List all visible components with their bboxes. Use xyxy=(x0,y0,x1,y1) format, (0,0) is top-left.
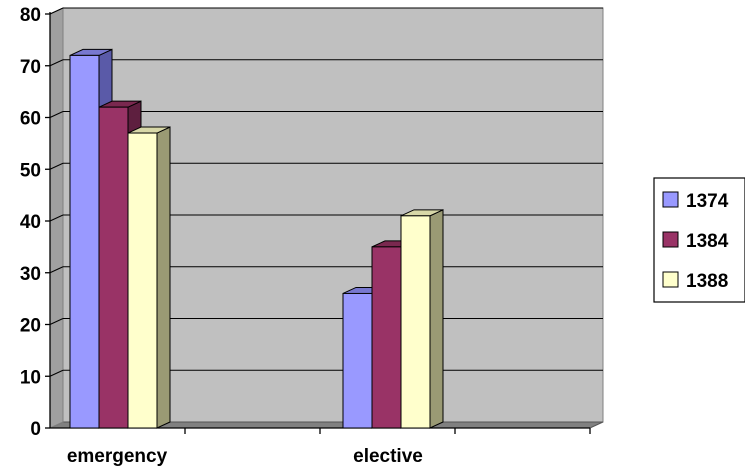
y-tick-label: 80 xyxy=(20,5,41,26)
legend: 1374 1384 1388 xyxy=(653,177,745,303)
bar-1388-elective xyxy=(400,209,444,429)
gridline-depth xyxy=(49,59,64,67)
y-tick-label: 10 xyxy=(20,367,41,388)
legend-label-1388: 1388 xyxy=(686,271,728,292)
y-tick-label: 30 xyxy=(20,264,41,285)
category-label-elective: elective xyxy=(353,446,423,467)
y-tick-labels: 0 10 20 30 40 50 60 70 80 xyxy=(20,5,41,440)
gridline-depth xyxy=(49,369,64,377)
gridline-depth xyxy=(49,111,64,118)
y-tick-label: 60 xyxy=(20,109,41,130)
gridline-depth xyxy=(49,7,64,15)
category-label-emergency: emergency xyxy=(67,446,168,467)
legend-label-1374: 1374 xyxy=(686,191,729,212)
gridline-depth xyxy=(49,266,64,274)
y-tick-label: 0 xyxy=(30,419,41,440)
legend-label-1384: 1384 xyxy=(686,231,729,252)
legend-swatch-1374 xyxy=(662,191,679,208)
y-tick-label: 70 xyxy=(20,57,41,78)
bars xyxy=(69,48,444,429)
gridline-depth xyxy=(49,214,64,222)
legend-swatch-1388 xyxy=(662,271,679,288)
y-tick-label: 50 xyxy=(20,160,41,181)
gridline-depth xyxy=(49,162,64,170)
legend-swatch-1384 xyxy=(662,231,679,248)
bar-1388-emergency xyxy=(127,126,171,429)
y-tick-label: 20 xyxy=(20,316,41,337)
y-tick-label: 40 xyxy=(20,212,41,233)
gridline-depth xyxy=(49,318,64,325)
x-category-labels: emergency elective xyxy=(67,446,423,467)
